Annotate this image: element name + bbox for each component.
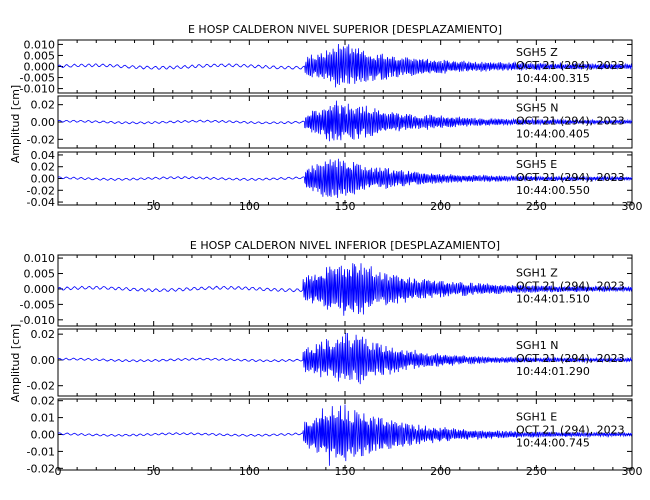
x-tick-label: 50 <box>147 465 161 478</box>
upper-y-axis-label: Amplitud [cm] <box>9 85 22 163</box>
y-tick-label: -0.005 <box>20 72 55 85</box>
lower-y-axis-label: Amplitud [cm] <box>9 324 22 402</box>
date-label: OCT 21 (294), 2023 <box>516 115 625 128</box>
y-tick-label: 0.02 <box>31 395 56 408</box>
x-tick-label: 250 <box>526 465 547 478</box>
date-label: OCT 21 (294), 2023 <box>516 279 625 292</box>
waveform-trace <box>57 43 633 88</box>
x-tick-label: 150 <box>335 465 356 478</box>
x-tick-label: 150 <box>335 200 356 213</box>
y-tick-label: 0.02 <box>31 161 56 174</box>
time-label: 10:44:01.510 <box>516 292 590 305</box>
y-tick-label: -0.01 <box>27 445 55 458</box>
y-tick-label: 0.005 <box>24 268 56 281</box>
y-tick-label: 0.04 <box>31 149 56 162</box>
x-tick-label: 0 <box>55 465 62 478</box>
y-tick-label: 0.00 <box>31 116 56 129</box>
channel-label: SGH1 Z <box>516 266 558 279</box>
upper-chart-title: E HOSP CALDERON NIVEL SUPERIOR [DESPLAZA… <box>188 23 502 36</box>
y-tick-label: -0.010 <box>20 83 55 96</box>
y-tick-label: 0.00 <box>31 173 56 186</box>
y-tick-label: -0.02 <box>27 380 55 393</box>
date-label: OCT 21 (294), 2023 <box>516 59 625 72</box>
y-tick-label: 0.00 <box>31 429 56 442</box>
y-tick-label: -0.010 <box>20 314 55 327</box>
channel-label: SGH5 N <box>516 102 559 115</box>
x-tick-label: 50 <box>147 200 161 213</box>
waveform-trace <box>57 263 633 316</box>
waveform-trace <box>57 100 633 142</box>
x-tick-label: 200 <box>430 200 451 213</box>
x-tick-label: 300 <box>622 200 643 213</box>
date-label: OCT 21 (294), 2023 <box>516 171 625 184</box>
channel-label: SGH5 E <box>516 158 557 171</box>
y-tick-label: -0.04 <box>27 196 55 209</box>
y-tick-label: -0.02 <box>27 462 55 475</box>
waveform-trace <box>57 332 633 385</box>
y-tick-label: -0.02 <box>27 133 55 146</box>
time-label: 10:44:00.550 <box>516 184 590 197</box>
y-tick-label: 0.02 <box>31 328 56 341</box>
y-tick-label: -0.02 <box>27 184 55 197</box>
y-tick-label: 0.010 <box>24 38 56 51</box>
time-label: 10:44:00.745 <box>516 436 590 449</box>
y-tick-label: 0.010 <box>24 252 56 265</box>
time-label: 10:44:01.290 <box>516 365 590 378</box>
y-tick-label: 0.02 <box>31 99 56 112</box>
y-tick-label: 0.005 <box>24 49 56 62</box>
y-tick-label: 0.00 <box>31 354 56 367</box>
waveform-trace <box>57 404 633 466</box>
time-label: 10:44:00.315 <box>516 72 590 85</box>
channel-label: SGH1 N <box>516 339 559 352</box>
date-label: OCT 21 (294), 2023 <box>516 352 625 365</box>
x-tick-label: 100 <box>239 200 260 213</box>
x-tick-label: 300 <box>622 465 643 478</box>
y-tick-label: 0.000 <box>24 61 56 74</box>
waveform-trace <box>57 158 633 198</box>
x-tick-label: 250 <box>526 200 547 213</box>
y-tick-label: 0.01 <box>31 412 56 425</box>
y-tick-label: 0.000 <box>24 283 56 296</box>
x-tick-label: 100 <box>239 465 260 478</box>
date-label: OCT 21 (294), 2023 <box>516 423 625 436</box>
y-tick-label: -0.005 <box>20 298 55 311</box>
lower-chart-title: E HOSP CALDERON NIVEL INFERIOR [DESPLAZA… <box>190 239 500 252</box>
channel-label: SGH5 Z <box>516 46 558 59</box>
time-label: 10:44:00.405 <box>516 128 590 141</box>
channel-label: SGH1 E <box>516 410 557 423</box>
x-tick-label: 200 <box>430 465 451 478</box>
